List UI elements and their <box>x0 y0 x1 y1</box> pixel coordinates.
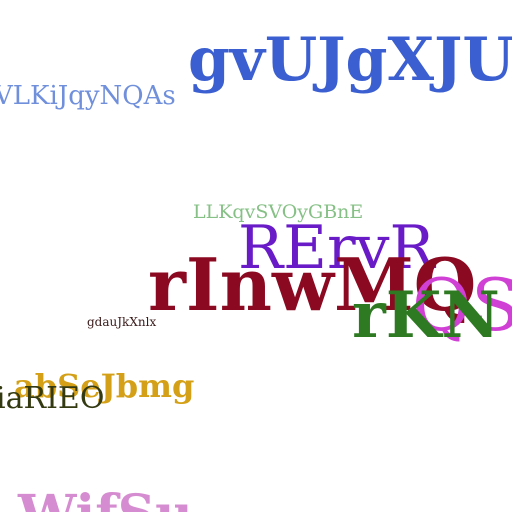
word: abSeJbmg <box>14 367 194 405</box>
word: rInwMQ <box>148 242 476 327</box>
word: RErvR <box>238 213 437 283</box>
word: QS <box>412 263 512 347</box>
word: gdauJkXnlx <box>87 315 156 329</box>
word: iaRIEO <box>0 381 104 416</box>
word: rKN <box>352 278 500 353</box>
word: VLKiJqyNQAs <box>0 81 176 111</box>
word: WifSu <box>17 484 193 512</box>
word: gvUJgXJUf <box>188 25 512 95</box>
word: LLKqvSVOyGBnE <box>193 201 363 223</box>
